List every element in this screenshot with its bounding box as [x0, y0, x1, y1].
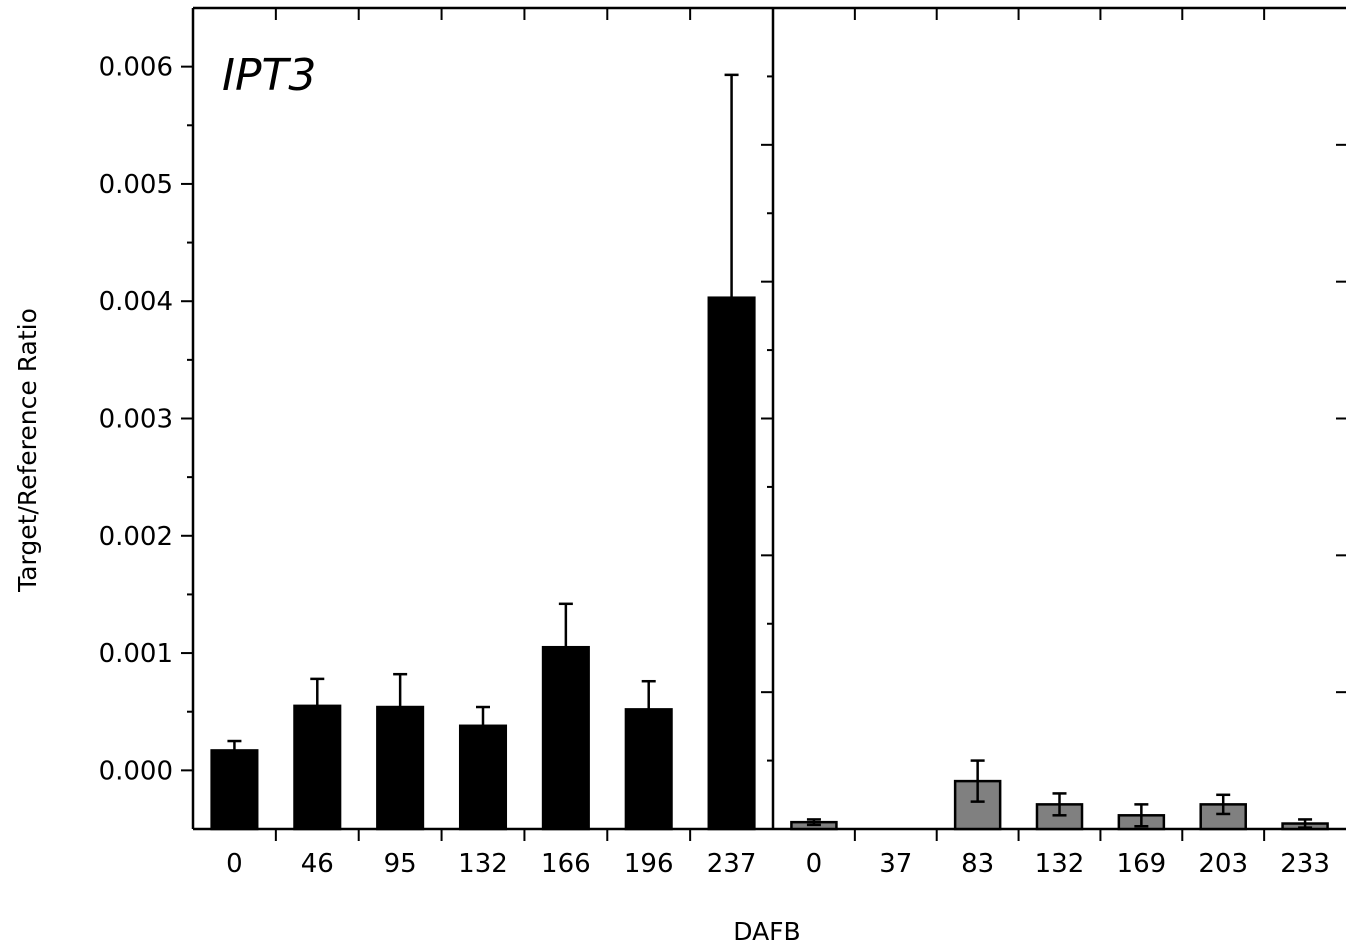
x-tick-label: 203: [1198, 849, 1248, 879]
x-tick-label: 196: [624, 849, 674, 879]
x-tick-label: 0: [806, 849, 823, 879]
y-tick-label: 0.001: [99, 639, 173, 669]
x-tick-label: 0: [226, 849, 243, 879]
x-tick-label: 83: [961, 849, 994, 879]
y-tick-label: 0.002: [99, 522, 173, 552]
x-tick-label: 233: [1280, 849, 1330, 879]
bar: [707, 296, 756, 831]
y-tick-label: 0.004: [99, 287, 173, 317]
y-tick-label: 0.003: [99, 405, 173, 435]
bar: [458, 724, 508, 831]
bar: [293, 704, 342, 831]
x-tick-label: 46: [301, 849, 334, 879]
x-tick-label: 166: [541, 849, 591, 879]
x-tick-label: 237: [707, 849, 757, 879]
y-tick-label: 0.006: [99, 53, 173, 83]
x-tick-label: 132: [1035, 849, 1085, 879]
panel-left: 0 46 95 132 166 196 237 0.000 0.001 0.002 0.003 0.0…: [99, 8, 757, 879]
y-axis-title: Target/Reference Ratio: [13, 308, 42, 593]
bar: [210, 749, 259, 831]
x-tick-label: 95: [384, 849, 417, 879]
bar: [376, 705, 425, 831]
x-tick-label: 37: [879, 849, 912, 879]
panel-title: IPT3: [222, 50, 316, 101]
y-tick-label: 0.005: [99, 170, 173, 200]
x-tick-label: 132: [458, 849, 508, 879]
y-tick-label: 0.000: [99, 756, 173, 786]
x-axis-title: DAFB: [733, 917, 800, 946]
panel-right: 0 37 83 132 169 203 233: [761, 7, 1346, 879]
bar: [541, 645, 590, 831]
bar: [624, 708, 673, 831]
x-tick-label: 169: [1117, 849, 1167, 879]
